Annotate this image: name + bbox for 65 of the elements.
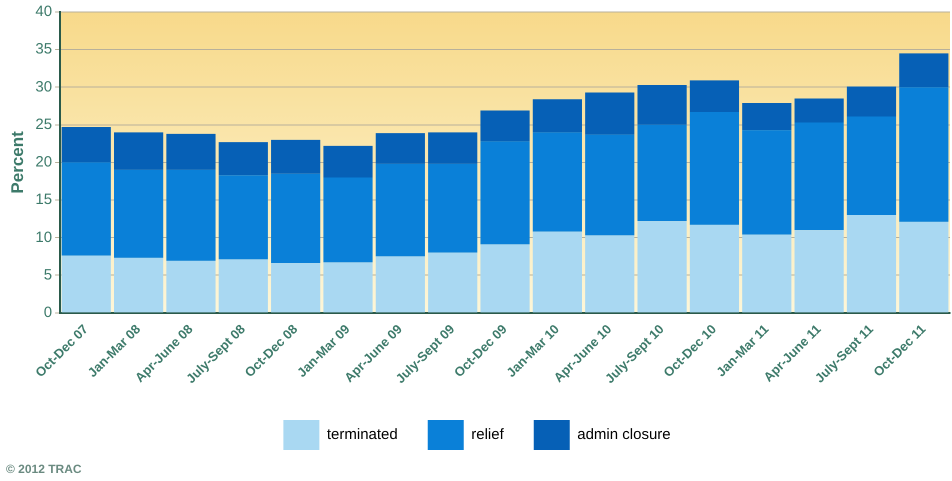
- y-tick-label: 20: [35, 154, 52, 171]
- bar: [114, 170, 164, 258]
- bar: [480, 141, 530, 244]
- y-tick-label: 15: [35, 191, 52, 208]
- bar: [323, 262, 373, 312]
- bar: [637, 221, 687, 312]
- bar: [690, 224, 740, 312]
- y-tick-label: 0: [44, 304, 52, 321]
- bar: [166, 170, 216, 261]
- bar: [637, 124, 687, 222]
- bar: [690, 112, 740, 225]
- bar: [532, 232, 582, 312]
- y-tick-label: 35: [35, 40, 52, 58]
- bar: [532, 132, 582, 232]
- bar: [376, 256, 425, 312]
- bar: [637, 84, 687, 125]
- y-tick-label: 10: [35, 228, 52, 246]
- bar: [794, 98, 844, 123]
- legend-label: terminated: [326, 426, 398, 444]
- bar: [166, 134, 216, 170]
- bar: [428, 164, 478, 253]
- bar: [532, 99, 582, 132]
- bar: [323, 177, 373, 262]
- bar: [742, 102, 792, 130]
- bar: [271, 263, 320, 312]
- bar: [846, 86, 896, 117]
- bar: [899, 87, 948, 222]
- bar: [114, 132, 164, 170]
- bar: [114, 258, 164, 312]
- bar: [585, 92, 634, 135]
- bar: [742, 234, 792, 312]
- bar: [585, 134, 634, 236]
- bar: [376, 133, 425, 164]
- bar: [218, 175, 268, 260]
- bar: [271, 174, 320, 264]
- bar: [166, 260, 216, 312]
- bar: [690, 80, 740, 112]
- bar: [480, 244, 530, 312]
- bar: [62, 162, 111, 256]
- legend-label: relief: [471, 426, 505, 444]
- bar: [218, 259, 268, 312]
- bar: [323, 146, 373, 178]
- bar: [218, 142, 268, 176]
- legend-label: admin closure: [577, 426, 671, 444]
- bar: [480, 110, 530, 142]
- y-tick-label: 5: [44, 266, 52, 284]
- bar: [376, 164, 425, 256]
- bar: [899, 222, 948, 312]
- y-tick-label: 40: [35, 3, 52, 20]
- y-tick-label: 30: [35, 78, 52, 96]
- bar: [794, 230, 844, 312]
- y-axis-title: Percent: [8, 130, 27, 194]
- bar: [62, 256, 111, 312]
- bar: [846, 215, 896, 312]
- bar: [846, 116, 896, 216]
- bar: [899, 53, 948, 88]
- y-tick-label: 25: [35, 116, 52, 133]
- bar: [271, 140, 320, 174]
- bar: [794, 122, 844, 230]
- text: © 2012 TRAC: [6, 462, 82, 476]
- bar: [62, 127, 111, 162]
- bar: [585, 235, 634, 312]
- bar: [428, 252, 478, 312]
- bar: [428, 132, 478, 164]
- bar: [742, 130, 792, 235]
